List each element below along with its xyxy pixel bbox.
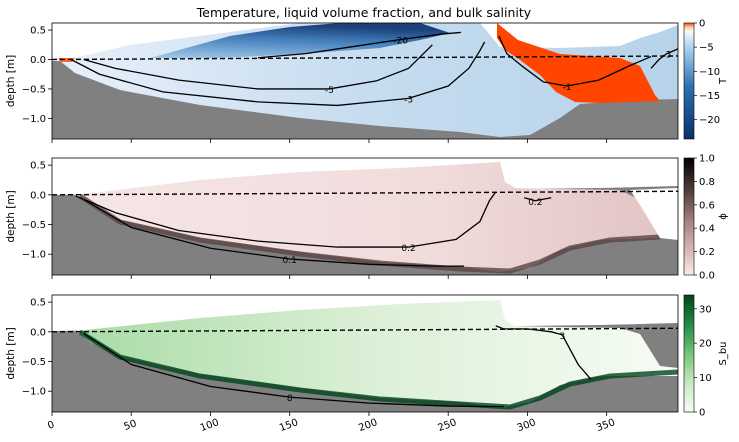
colorbar — [683, 22, 695, 140]
colorbar-tick-label: 0 — [699, 19, 705, 30]
ytick-label: −0.5 — [22, 84, 46, 95]
temperature-panel — [52, 23, 678, 139]
ytick-label: 0.5 — [30, 26, 46, 37]
ytick-label: 0.0 — [30, 55, 46, 66]
colorbar-tick-label: 30 — [699, 304, 712, 315]
ice-region — [75, 162, 660, 272]
contour-line — [650, 48, 679, 69]
colorbar-label: ϕ — [718, 213, 729, 220]
ylabel: depth [m] — [5, 327, 17, 379]
colorbar-tick-label: 20 — [699, 339, 712, 350]
ylabel: depth [m] — [5, 55, 17, 107]
contour-label: -20 — [393, 36, 408, 46]
colorbar-tick-label: −20 — [699, 115, 720, 126]
xtick-label: 150 — [278, 417, 300, 434]
contour-line — [75, 191, 497, 248]
contour-line — [83, 333, 504, 408]
ytick-label: −0.5 — [22, 357, 46, 368]
colorbar-tick-label: −10 — [699, 67, 720, 78]
contour-label: -1 — [563, 83, 572, 93]
xtick-label: 200 — [357, 417, 379, 434]
colorbar-tick-label: −5 — [699, 43, 714, 54]
ytick-label: −0.5 — [22, 220, 46, 231]
axes-layer: −1.0 −0.5 0.0 0.5 depth [m] −1.0 −0.5 0.0 0.5 dep… — [5, 22, 679, 434]
colorbar-tick-label: 0.4 — [699, 224, 715, 235]
figure-title: Temperature, liquid volume fraction, and… — [196, 5, 532, 20]
contour-line — [498, 35, 652, 87]
contour-label: 0.2 — [528, 198, 542, 208]
xtick-label: 250 — [436, 417, 458, 434]
colorbar-tick-label: 0.2 — [699, 247, 715, 258]
ytick-label: 0.0 — [30, 190, 46, 201]
contour-label: 0.1 — [283, 256, 297, 266]
contour-label: 3 — [559, 332, 565, 342]
contour-label: -3 — [404, 95, 413, 105]
colorbar-layer: 0 −5 −10 −15 −20 T 1.0 0.8 0.6 0.4 0.2 0.0 ϕ 30 20 10 0 S… — [683, 19, 729, 419]
contour-layer: -20 -5 -3 -1 -3 0.2 0.1 0.2 3 8 — [51, 31, 679, 408]
ice-region — [75, 300, 678, 408]
colorbar-tick-label: 1.0 — [699, 154, 715, 165]
salinity-panel — [52, 295, 679, 412]
colorbar-tick-label: 0 — [699, 408, 705, 419]
contour-label: -5 — [325, 86, 334, 96]
colorbar-tick-label: 0.8 — [699, 177, 715, 188]
colorbar-tick-label: −15 — [699, 91, 720, 102]
contour-line — [524, 197, 552, 202]
liquid-fraction-panel — [52, 158, 678, 275]
ytick-label: 0.5 — [30, 161, 46, 172]
axes-frame — [51, 22, 679, 140]
warm-region — [497, 23, 660, 103]
colorbar — [683, 157, 695, 276]
ytick-label: 0.0 — [30, 327, 46, 338]
xtick-label: 350 — [595, 417, 617, 434]
colorbar-tick-label: 10 — [699, 373, 712, 384]
colorbar-tick-label: 0.0 — [699, 271, 715, 282]
waterline-dashed — [51, 190, 679, 196]
contour-line — [257, 31, 461, 59]
colorbar — [683, 294, 695, 413]
xtick-label: 300 — [516, 417, 538, 434]
xtick-label: 0 — [46, 419, 56, 432]
colorbar-label: S_bu — [718, 341, 729, 365]
colorbar-tick-label: 0.6 — [699, 200, 715, 211]
ice-bottom-edge — [78, 193, 661, 274]
colorbar-label: T — [718, 77, 729, 85]
contour-label: -3 — [662, 51, 671, 61]
ytick-label: −1.0 — [22, 250, 46, 261]
xtick-label: 50 — [123, 418, 139, 433]
contour-line — [495, 325, 592, 380]
waterline-dashed — [51, 327, 679, 333]
contour-label: 0.2 — [401, 244, 415, 254]
ytick-label: −1.0 — [22, 387, 46, 398]
ytick-label: −1.0 — [22, 114, 46, 125]
right-warm-white-region — [630, 188, 678, 240]
axes-frame — [51, 294, 679, 413]
xtick-label: 100 — [199, 417, 221, 434]
waterline-dashed — [51, 55, 679, 61]
contour-label: 8 — [287, 394, 293, 404]
contour-line — [83, 199, 465, 267]
axes-frame — [51, 157, 679, 276]
ylabel: depth [m] — [5, 190, 17, 242]
cold-top-region — [150, 23, 450, 58]
contour-line — [70, 41, 486, 107]
contour-line — [83, 44, 433, 90]
ice-bottom-edge — [78, 329, 679, 410]
ytick-label: 0.5 — [30, 298, 46, 309]
